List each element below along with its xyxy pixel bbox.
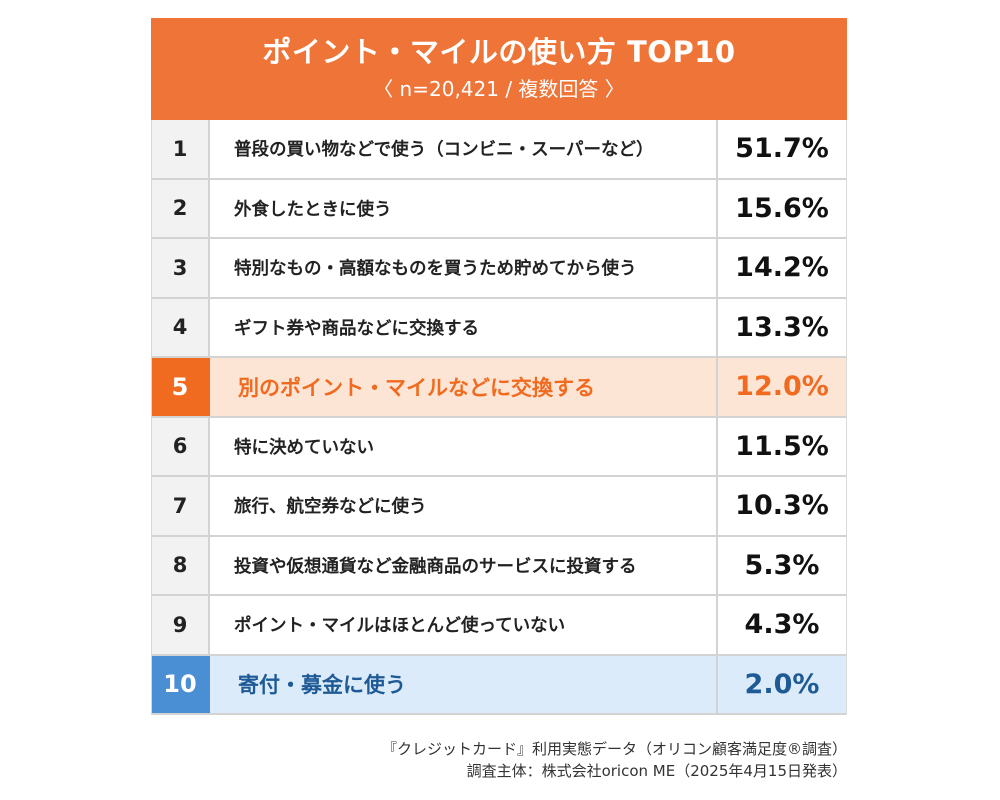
table-row: 9 ポイント・マイルはほとんど使っていない 4.3% xyxy=(152,596,846,656)
item-label: 旅行、航空券などに使う xyxy=(210,477,718,535)
rank-cell: 8 xyxy=(152,536,210,594)
table-row: 5 別のポイント・マイルなどに交換する 12.0% xyxy=(152,358,846,418)
rank-cell: 3 xyxy=(152,239,210,297)
rank-cell: 5 xyxy=(152,358,210,416)
rank-cell: 4 xyxy=(152,298,210,356)
rank-cell: 1 xyxy=(152,120,210,178)
table-row: 2 外食したときに使う 15.6% xyxy=(152,179,846,239)
percentage-value: 14.2% xyxy=(735,252,829,284)
rank-cell: 2 xyxy=(152,179,210,237)
rank-cell: 10 xyxy=(152,655,210,713)
table-row: 1 普段の買い物などで使う（コンビニ・スーパーなど） 51.7% xyxy=(152,120,846,180)
percentage-value: 10.3% xyxy=(735,490,829,522)
ranking-rows: 1 普段の買い物などで使う（コンビニ・スーパーなど） 51.7% 2 外食したときに使う… xyxy=(151,120,847,715)
rank-cell: 9 xyxy=(152,596,210,654)
percentage-value: 12.0% xyxy=(735,371,829,403)
source-line-1: 『クレジットカード』利用実態データ（オリコン顧客満足度®調査） xyxy=(381,740,847,758)
chart-title: ポイント・マイルの使い方 TOP10 xyxy=(262,35,736,69)
table-row: 7 旅行、航空券などに使う 10.3% xyxy=(152,477,846,537)
item-label: 外食したときに使う xyxy=(210,179,718,237)
table-row: 8 投資や仮想通貨など金融商品のサービスに投資する 5.3% xyxy=(152,536,846,596)
table-row: 10 寄付・募金に使う 2.0% xyxy=(152,655,846,715)
table-row: 4 ギフト券や商品などに交換する 13.3% xyxy=(152,298,846,358)
item-label: 別のポイント・マイルなどに交換する xyxy=(210,358,718,416)
item-label: 投資や仮想通貨など金融商品のサービスに投資する xyxy=(210,536,718,594)
percentage-value: 15.6% xyxy=(735,192,829,224)
item-label: ギフト券や商品などに交換する xyxy=(210,298,718,356)
source-note: 『クレジットカード』利用実態データ（オリコン顧客満足度®調査） 調査主体：株式会… xyxy=(382,738,847,782)
rank-cell: 7 xyxy=(152,477,210,535)
percentage-value: 5.3% xyxy=(744,549,820,581)
percentage-value: 13.3% xyxy=(735,311,829,343)
chart-subtitle: 〈 n=20,421 / 複数回答 〉 xyxy=(373,77,625,101)
source-line-2: 調査主体：株式会社oricon ME（2025年4月15日発表） xyxy=(466,762,847,780)
percentage-value: 4.3% xyxy=(744,609,820,641)
table-row: 6 特に決めていない 11.5% xyxy=(152,417,846,477)
percentage-value: 11.5% xyxy=(735,430,829,462)
ranking-table-card: ポイント・マイルの使い方 TOP10 〈 n=20,421 / 複数回答 〉 1… xyxy=(151,18,847,715)
item-label: 普段の買い物などで使う（コンビニ・スーパーなど） xyxy=(210,120,718,178)
item-label: 寄付・募金に使う xyxy=(210,655,718,713)
percentage-value: 2.0% xyxy=(744,668,820,700)
item-label: ポイント・マイルはほとんど使っていない xyxy=(210,596,718,654)
percentage-value: 51.7% xyxy=(735,133,829,165)
item-label: 特別なもの・高額なものを買うため貯めてから使う xyxy=(210,239,718,297)
table-row: 3 特別なもの・高額なものを買うため貯めてから使う 14.2% xyxy=(152,239,846,299)
table-header: ポイント・マイルの使い方 TOP10 〈 n=20,421 / 複数回答 〉 xyxy=(151,18,847,120)
rank-cell: 6 xyxy=(152,417,210,475)
item-label: 特に決めていない xyxy=(210,417,718,475)
